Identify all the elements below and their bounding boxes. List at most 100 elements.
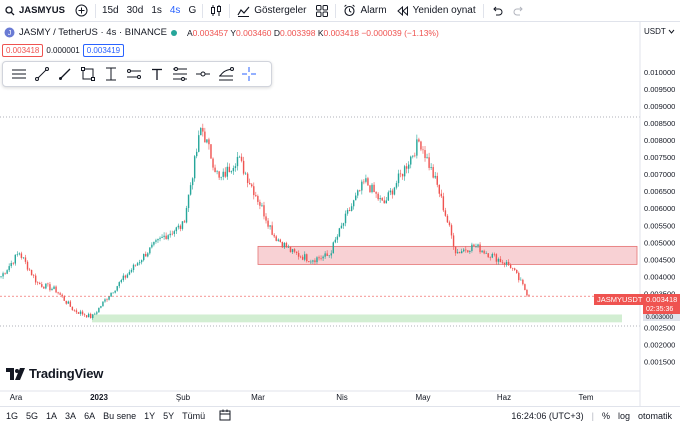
candle-body <box>220 176 222 178</box>
text-tool[interactable] <box>145 63 168 85</box>
currency-label: USDT <box>644 27 666 36</box>
price-range-tool[interactable] <box>99 63 122 85</box>
candle-body <box>471 244 473 252</box>
sell-button[interactable]: 0.003418 <box>2 44 44 57</box>
candle-body <box>65 300 67 304</box>
candle-body <box>57 292 59 294</box>
candle-body <box>16 254 19 255</box>
long-position-tool[interactable] <box>122 63 145 85</box>
candle-body <box>71 306 74 311</box>
candle-body <box>183 221 186 223</box>
candle-body <box>130 269 133 272</box>
candle-body <box>104 299 106 302</box>
candle-body <box>456 252 459 254</box>
time-tick-label: Tem <box>578 393 593 402</box>
candle-body <box>338 228 341 237</box>
log-toggle[interactable]: log <box>617 411 630 421</box>
chart-type-button[interactable] <box>205 0 227 22</box>
candle-body <box>326 253 328 256</box>
candle-body <box>312 260 314 262</box>
range-ytd[interactable]: Bu sene <box>103 411 137 421</box>
candle-body <box>39 282 41 285</box>
candle-body <box>265 216 267 221</box>
timezone-button[interactable]: 16:24:06 (UTC+3) <box>511 411 584 421</box>
interval-15d[interactable]: 15d <box>101 5 119 16</box>
horizontal-lines-tool[interactable] <box>7 63 30 85</box>
range-5g[interactable]: 5G <box>26 411 39 421</box>
candle-body <box>410 156 412 165</box>
range-6a[interactable]: 6A <box>84 411 96 421</box>
divider <box>335 3 337 18</box>
trend-line-tool[interactable] <box>30 63 53 85</box>
fib-tool[interactable] <box>168 63 191 85</box>
interval-30d[interactable]: 30d <box>126 5 144 16</box>
candle-body <box>316 257 318 263</box>
symbol-search-button[interactable]: JASMYUS <box>0 0 70 22</box>
bottom-toolbar: 1G 5G 1A 3A 6A Bu sene 1Y 5Y Tümü 16:24:… <box>0 406 680 425</box>
candle-body <box>291 249 294 253</box>
candle-body <box>487 253 489 258</box>
price-tick-label: 0.006500 <box>644 187 675 196</box>
rectangle-tool[interactable] <box>76 63 99 85</box>
auto-scale-toggle[interactable]: otomatik <box>637 411 672 421</box>
trade-price-boxes: 0.003418 0.000001 0.003419 <box>2 44 125 57</box>
candle-body <box>106 299 108 301</box>
candle-body <box>165 235 167 240</box>
pitchfork-tool[interactable] <box>214 63 237 85</box>
candle-body <box>96 312 98 314</box>
candle-body <box>206 139 208 143</box>
price-tick-label: 0.004500 <box>644 255 675 264</box>
indicators-button[interactable]: Göstergeler <box>232 0 311 22</box>
redo-button[interactable] <box>508 0 530 22</box>
candle-body <box>365 178 367 182</box>
candle-body <box>151 244 153 248</box>
goto-date-button[interactable] <box>209 409 235 423</box>
candle-body <box>124 275 127 278</box>
price-tick-label: 0.006000 <box>644 204 675 213</box>
price-tick-label: 0.008500 <box>644 119 675 128</box>
chevron-down-icon <box>668 29 675 34</box>
candle-body <box>43 286 45 289</box>
compare-button[interactable] <box>70 0 93 22</box>
undo-button[interactable] <box>486 0 508 22</box>
replay-button[interactable]: Yeniden oynat <box>392 0 481 22</box>
candle-body <box>271 225 273 235</box>
range-1y[interactable]: 1Y <box>144 411 156 421</box>
interval-1g[interactable]: G <box>188 5 197 16</box>
range-3a[interactable]: 3A <box>65 411 77 421</box>
last-price-symbol-label: JASMYUSDT <box>594 294 646 305</box>
candle-body <box>375 192 377 194</box>
crosshair-tool[interactable] <box>237 63 260 85</box>
legend-ohlc: A0.003457 Y0.003460 D0.003398 K0.003418 … <box>187 27 439 38</box>
interval-4s[interactable]: 4s <box>169 5 181 16</box>
rectangle-icon <box>80 67 95 81</box>
candle-body <box>77 312 80 314</box>
price-tick-label: 0.002500 <box>644 323 675 332</box>
range-all[interactable]: Tümü <box>182 411 206 421</box>
interval-1s[interactable]: 1s <box>151 5 162 16</box>
candle-body <box>420 141 422 150</box>
candle-body <box>163 235 165 237</box>
candle-body <box>446 215 449 223</box>
candle-body <box>195 151 198 157</box>
resistance-zone <box>257 245 638 265</box>
range-1a[interactable]: 1A <box>46 411 58 421</box>
brush-tool[interactable] <box>53 63 76 85</box>
alert-label: Alarm <box>360 5 387 16</box>
candle-body <box>363 181 365 183</box>
buy-button[interactable]: 0.003419 <box>82 44 125 57</box>
percent-toggle[interactable]: % <box>601 411 610 421</box>
tradingview-logo[interactable]: TradingView <box>6 366 103 381</box>
candle-body <box>361 181 363 191</box>
price-tick-label: 0.004000 <box>644 272 675 281</box>
candle-body <box>114 290 116 293</box>
horizontal-ray-tool[interactable] <box>191 63 214 85</box>
candle-body <box>118 282 120 287</box>
layouts-button[interactable] <box>311 0 333 22</box>
range-5y[interactable]: 5Y <box>163 411 175 421</box>
candle-body <box>352 200 355 207</box>
candle-body <box>257 196 259 202</box>
range-1g[interactable]: 1G <box>6 411 19 421</box>
alert-button[interactable]: Alarm <box>338 0 391 22</box>
currency-selector[interactable]: USDT <box>644 27 675 36</box>
